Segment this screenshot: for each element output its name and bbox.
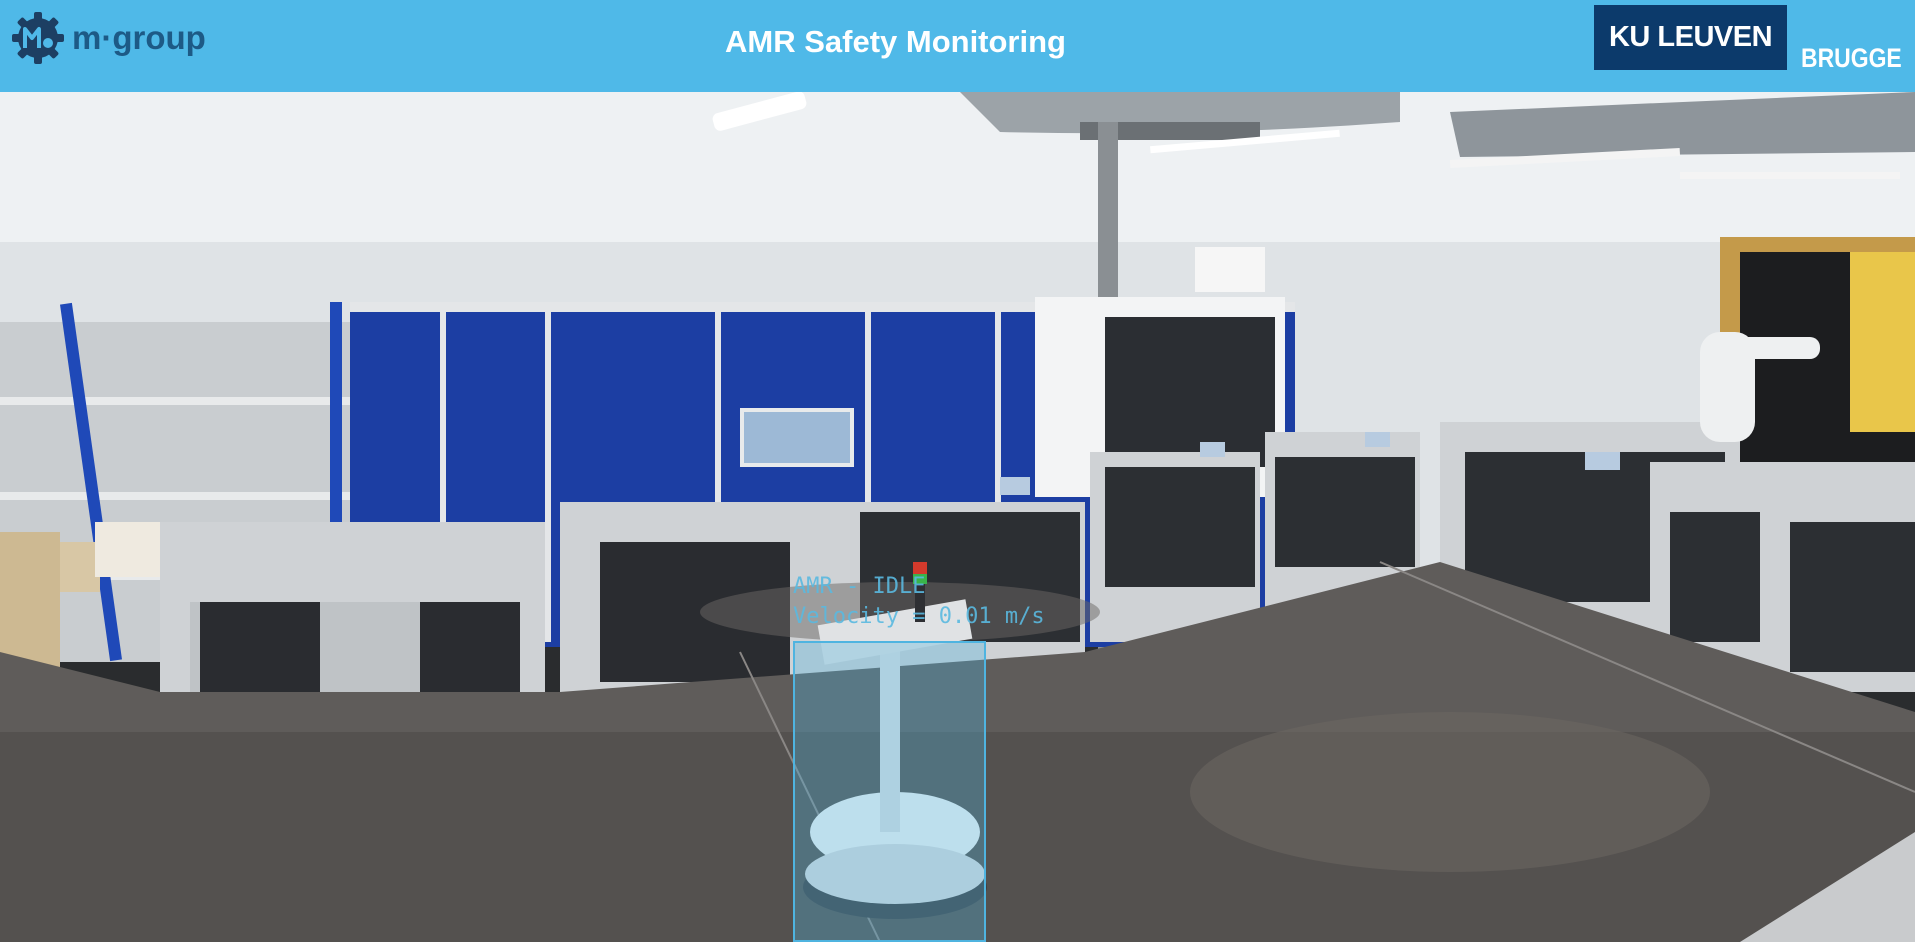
ku-leuven-logo-text: KU LEUVEN (1608, 21, 1773, 53)
amr-status-overlay: AMR - IDLE Velocity = 0.01 m/s (793, 572, 1045, 632)
amr-detection-box (793, 641, 986, 942)
gear-m-icon (12, 12, 64, 64)
ku-leuven-logo: KU LEUVEN (1594, 5, 1787, 70)
campus-label: BRUGGE (1801, 43, 1902, 73)
camera-feed: AMR - IDLE Velocity = 0.01 m/s (0, 92, 1915, 942)
amr-velocity-line: Velocity = 0.01 m/s (793, 604, 1045, 629)
header-bar: m·group AMR Safety Monitoring KU LEUVEN … (0, 0, 1915, 92)
page-title: AMR Safety Monitoring (725, 24, 1066, 59)
mgroup-logo-text: m·group (72, 19, 206, 56)
lab-scene-image (0, 92, 1915, 942)
mgroup-logo: m·group (10, 10, 206, 66)
amr-status-line: AMR - IDLE (793, 574, 926, 599)
